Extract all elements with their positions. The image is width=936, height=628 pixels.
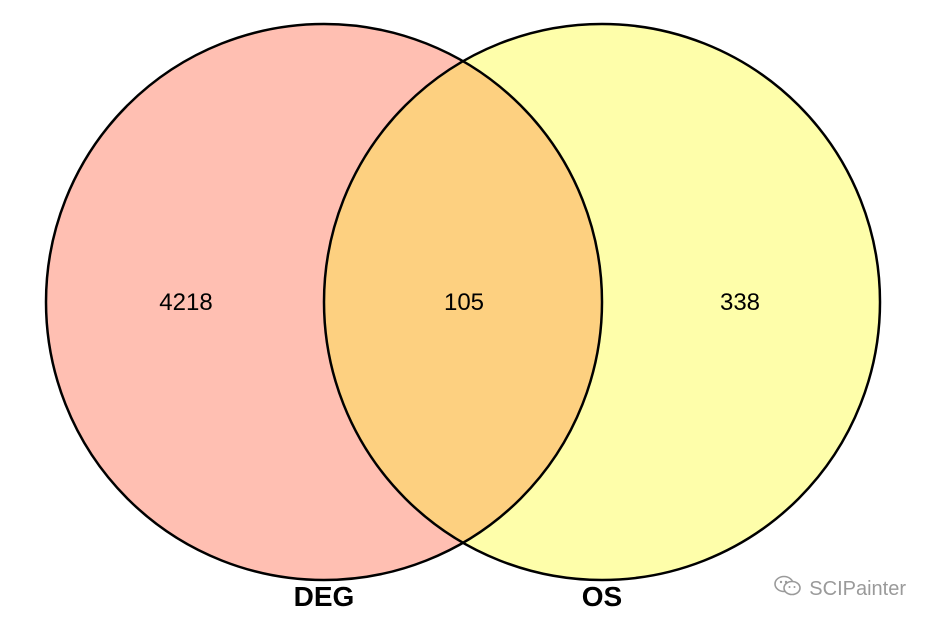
deg-set-outline	[44, 22, 604, 582]
deg-set-label: DEG	[294, 581, 355, 612]
wechat-icon	[773, 574, 803, 604]
watermark: SCIPainter	[773, 574, 906, 604]
intersection-count: 105	[444, 289, 484, 316]
intersection-region	[324, 24, 602, 580]
deg-only-count: 4218	[159, 289, 212, 316]
os-set-label: OS	[582, 581, 622, 612]
watermark-text: SCIPainter	[809, 577, 906, 600]
os-only-count: 338	[720, 289, 760, 316]
os-set-outline	[322, 22, 882, 582]
